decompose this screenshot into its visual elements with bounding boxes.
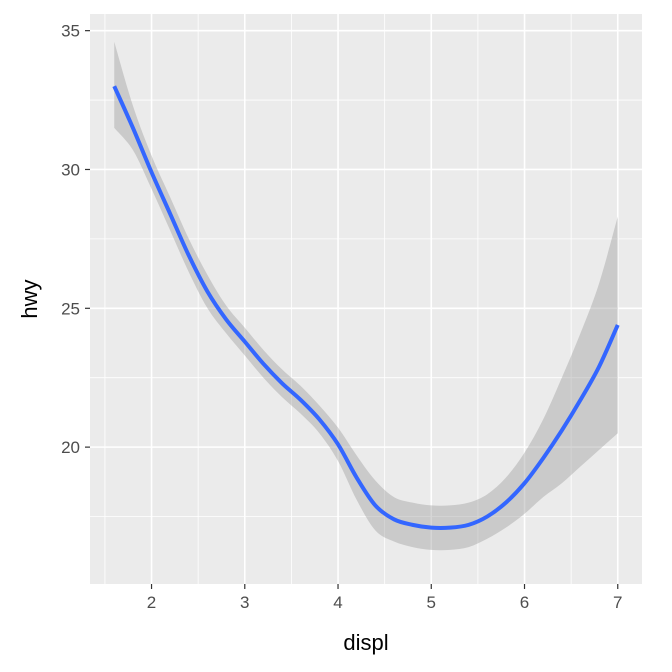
x-tick-label: 3 xyxy=(240,593,249,612)
x-tick-label: 4 xyxy=(333,593,342,612)
smooth-line xyxy=(112,85,620,530)
x-axis: 2 3 4 5 6 7 xyxy=(147,584,622,612)
y-tick-label: 35 xyxy=(61,22,80,41)
y-tick-label: 20 xyxy=(61,438,80,457)
x-axis-title: displ xyxy=(343,630,388,655)
x-tick-label: 2 xyxy=(147,593,156,612)
x-tick-label: 7 xyxy=(613,593,622,612)
y-axis: 20 25 30 35 xyxy=(61,22,90,457)
x-tick-label: 5 xyxy=(427,593,436,612)
y-axis-title: hwy xyxy=(17,279,42,318)
confidence-band xyxy=(114,41,618,551)
y-tick-label: 30 xyxy=(61,160,80,179)
major-gridlines xyxy=(90,14,642,584)
x-tick-label: 6 xyxy=(520,593,529,612)
y-tick-label: 25 xyxy=(61,299,80,318)
